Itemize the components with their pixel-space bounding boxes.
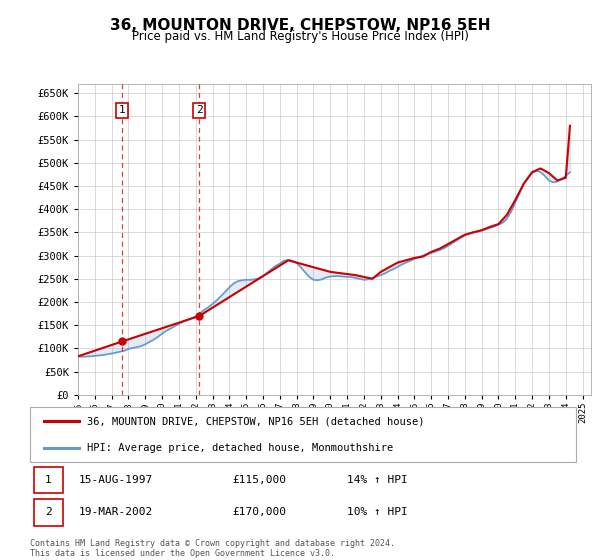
Text: Contains HM Land Registry data © Crown copyright and database right 2024.
This d: Contains HM Land Registry data © Crown c…: [30, 539, 395, 558]
Text: 19-MAR-2002: 19-MAR-2002: [79, 507, 154, 517]
Text: 1: 1: [119, 105, 125, 115]
Text: HPI: Average price, detached house, Monmouthshire: HPI: Average price, detached house, Monm…: [88, 443, 394, 452]
Text: 36, MOUNTON DRIVE, CHEPSTOW, NP16 5EH (detached house): 36, MOUNTON DRIVE, CHEPSTOW, NP16 5EH (d…: [88, 417, 425, 426]
Text: 14% ↑ HPI: 14% ↑ HPI: [347, 475, 407, 485]
Text: 36, MOUNTON DRIVE, CHEPSTOW, NP16 5EH: 36, MOUNTON DRIVE, CHEPSTOW, NP16 5EH: [110, 18, 490, 33]
Text: £170,000: £170,000: [232, 507, 286, 517]
Text: 1: 1: [45, 475, 52, 485]
Text: Price paid vs. HM Land Registry's House Price Index (HPI): Price paid vs. HM Land Registry's House …: [131, 30, 469, 43]
Text: 10% ↑ HPI: 10% ↑ HPI: [347, 507, 407, 517]
FancyBboxPatch shape: [30, 407, 576, 462]
Text: 2: 2: [196, 105, 203, 115]
FancyBboxPatch shape: [34, 499, 63, 526]
FancyBboxPatch shape: [34, 467, 63, 493]
Text: 2: 2: [45, 507, 52, 517]
Text: £115,000: £115,000: [232, 475, 286, 485]
Text: 15-AUG-1997: 15-AUG-1997: [79, 475, 154, 485]
